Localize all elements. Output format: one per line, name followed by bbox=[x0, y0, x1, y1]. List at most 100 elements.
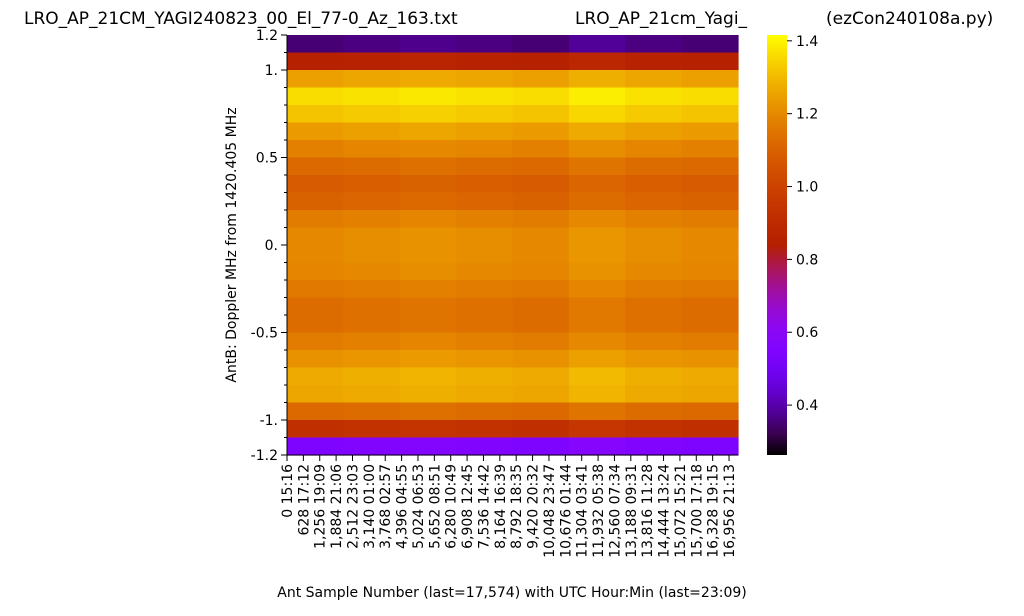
heatmap-cell bbox=[681, 122, 739, 141]
heatmap-cell bbox=[343, 245, 401, 264]
heatmap-cell bbox=[681, 87, 739, 106]
heatmap-cell bbox=[568, 175, 626, 194]
heatmap-cell bbox=[625, 105, 683, 124]
heatmap-cell bbox=[456, 227, 514, 246]
heatmap-cell bbox=[681, 350, 739, 369]
heatmap-cell bbox=[512, 210, 570, 229]
heatmap-cell bbox=[568, 280, 626, 299]
heatmap-cell bbox=[681, 262, 739, 281]
x-tick-label: 2,512 23:03 bbox=[345, 464, 361, 549]
heatmap-cell bbox=[512, 227, 570, 246]
heatmap-cell bbox=[681, 192, 739, 211]
heatmap-cell bbox=[456, 402, 514, 421]
heatmap-cell bbox=[399, 227, 457, 246]
heatmap-cell bbox=[343, 210, 401, 229]
heatmap-cell bbox=[287, 210, 344, 229]
heatmap-cell bbox=[512, 332, 570, 351]
heatmap-cell bbox=[625, 87, 683, 106]
x-tick-label: 10,676 01:44 bbox=[558, 464, 574, 558]
heatmap-cell bbox=[287, 245, 344, 264]
heatmap-cell bbox=[399, 52, 457, 71]
heatmap-cell bbox=[625, 245, 683, 264]
heatmap-cell bbox=[343, 105, 401, 124]
heatmap-cell bbox=[681, 367, 739, 386]
x-tick-label: 10,048 23:47 bbox=[542, 464, 558, 558]
heatmap-cell bbox=[343, 280, 401, 299]
heatmap-cell bbox=[343, 262, 401, 281]
heatmap-cell bbox=[568, 157, 626, 176]
x-tick-label: 628 17:12 bbox=[296, 464, 312, 536]
x-tick-label: 6,908 12:45 bbox=[460, 464, 476, 549]
heatmap-cell bbox=[343, 70, 401, 89]
heatmap-cell bbox=[343, 192, 401, 211]
colorbar-tick-label: 1.2 bbox=[796, 107, 818, 123]
heatmap-cell bbox=[399, 87, 457, 106]
heatmap-cell bbox=[568, 332, 626, 351]
heatmap-cell bbox=[625, 52, 683, 71]
heatmap-cell bbox=[681, 105, 739, 124]
heatmap-cell bbox=[625, 367, 683, 386]
heatmap-cell bbox=[343, 297, 401, 316]
x-tick-label: 12,560 07:34 bbox=[607, 464, 623, 558]
heatmap-cell bbox=[625, 402, 683, 421]
heatmap-cell bbox=[343, 402, 401, 421]
heatmap-cell bbox=[681, 332, 739, 351]
heatmap-cell bbox=[568, 245, 626, 264]
heatmap-cell bbox=[512, 105, 570, 124]
heatmap-cell bbox=[681, 140, 739, 159]
heatmap-cell bbox=[343, 122, 401, 141]
y-tick-label: -1.2 bbox=[251, 448, 278, 464]
x-tick-label: 8,164 16:39 bbox=[493, 464, 509, 549]
heatmap-cell bbox=[399, 140, 457, 159]
heatmap-cell bbox=[625, 280, 683, 299]
heatmap-cell bbox=[399, 420, 457, 439]
heatmap-cell bbox=[287, 367, 344, 386]
y-tick-label: 0. bbox=[265, 238, 278, 254]
y-tick-label: 0.5 bbox=[256, 151, 278, 167]
heatmap-cell bbox=[287, 175, 344, 194]
heatmap-cell bbox=[568, 35, 626, 54]
heatmap-cell bbox=[625, 385, 683, 404]
heatmap-cell bbox=[568, 262, 626, 281]
heatmap-cell bbox=[456, 87, 514, 106]
heatmap-cell bbox=[625, 157, 683, 176]
heatmap-cell bbox=[456, 52, 514, 71]
heatmap-cell bbox=[287, 280, 344, 299]
heatmap-cell bbox=[287, 227, 344, 246]
y-tick-label: 1.2 bbox=[256, 28, 278, 44]
heatmap-cell bbox=[456, 262, 514, 281]
heatmap-cell bbox=[399, 315, 457, 334]
heatmap-cell bbox=[456, 210, 514, 229]
x-tick-label: 7,536 14:42 bbox=[476, 464, 492, 549]
heatmap-cell bbox=[512, 245, 570, 264]
heatmap-cell bbox=[343, 437, 401, 456]
heatmap-cell bbox=[681, 297, 739, 316]
heatmap-cell bbox=[287, 385, 344, 404]
x-tick-label: 4,396 04:55 bbox=[395, 464, 411, 549]
heatmap-cell bbox=[287, 122, 344, 141]
heatmap-cell bbox=[568, 437, 626, 456]
x-tick-label: 3,140 01:00 bbox=[362, 464, 378, 549]
heatmap-cell bbox=[568, 105, 626, 124]
x-tick-label: 9,420 20:32 bbox=[526, 464, 542, 549]
heatmap-cell bbox=[681, 402, 739, 421]
colorbar bbox=[767, 35, 787, 455]
heatmap-cell bbox=[456, 385, 514, 404]
heatmap-cell bbox=[512, 175, 570, 194]
heatmap-cell bbox=[399, 105, 457, 124]
heatmap-cell bbox=[456, 70, 514, 89]
heatmap-cell bbox=[625, 35, 683, 54]
heatmap-cell bbox=[681, 52, 739, 71]
heatmap-cell bbox=[681, 70, 739, 89]
heatmap-cell bbox=[399, 157, 457, 176]
heatmap-cell bbox=[568, 52, 626, 71]
heatmap-cell bbox=[625, 140, 683, 159]
heatmap-cell bbox=[456, 437, 514, 456]
heatmap-cell bbox=[512, 280, 570, 299]
heatmap-cell bbox=[343, 175, 401, 194]
heatmap-cell bbox=[568, 350, 626, 369]
x-tick-label: 11,304 03:41 bbox=[575, 464, 591, 558]
heatmap-cell bbox=[287, 350, 344, 369]
heatmap-cell bbox=[625, 210, 683, 229]
heatmap-cell bbox=[343, 52, 401, 71]
